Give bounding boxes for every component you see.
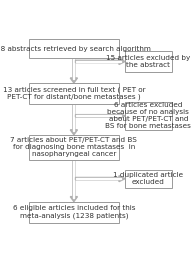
FancyBboxPatch shape [125,102,171,130]
FancyBboxPatch shape [29,202,119,222]
Text: 7 articles about PET/PET-CT and BS
for diagnosing bone mtastases  in
nasopharyng: 7 articles about PET/PET-CT and BS for d… [10,137,137,157]
FancyArrow shape [75,176,125,182]
FancyArrow shape [70,104,77,135]
FancyBboxPatch shape [29,83,119,104]
FancyBboxPatch shape [29,135,119,160]
Text: 6 articles excluded
because of no analysis
about PET/PET-CT and
BS for bone meta: 6 articles excluded because of no analys… [105,102,191,129]
FancyArrow shape [75,178,121,179]
FancyBboxPatch shape [125,51,171,72]
FancyArrow shape [75,61,121,62]
Text: 13 articles screened in full text ( PET or
PET-CT for distant/bone metastases ): 13 articles screened in full text ( PET … [3,87,145,100]
FancyArrow shape [70,160,77,202]
Text: 15 articles excluded by
the abstract: 15 articles excluded by the abstract [106,55,191,68]
FancyBboxPatch shape [125,170,171,188]
Text: 28 abstracts retrieved by search algorithm: 28 abstracts retrieved by search algorit… [0,46,151,52]
FancyArrow shape [75,59,125,64]
FancyArrow shape [75,113,125,119]
FancyArrow shape [75,115,121,116]
Text: 1 duplicated article
excluded: 1 duplicated article excluded [113,172,183,185]
FancyArrow shape [70,58,77,83]
Text: 6 eligible articles included for this
meta-analysis (1238 patients): 6 eligible articles included for this me… [13,205,135,219]
FancyBboxPatch shape [29,39,119,58]
